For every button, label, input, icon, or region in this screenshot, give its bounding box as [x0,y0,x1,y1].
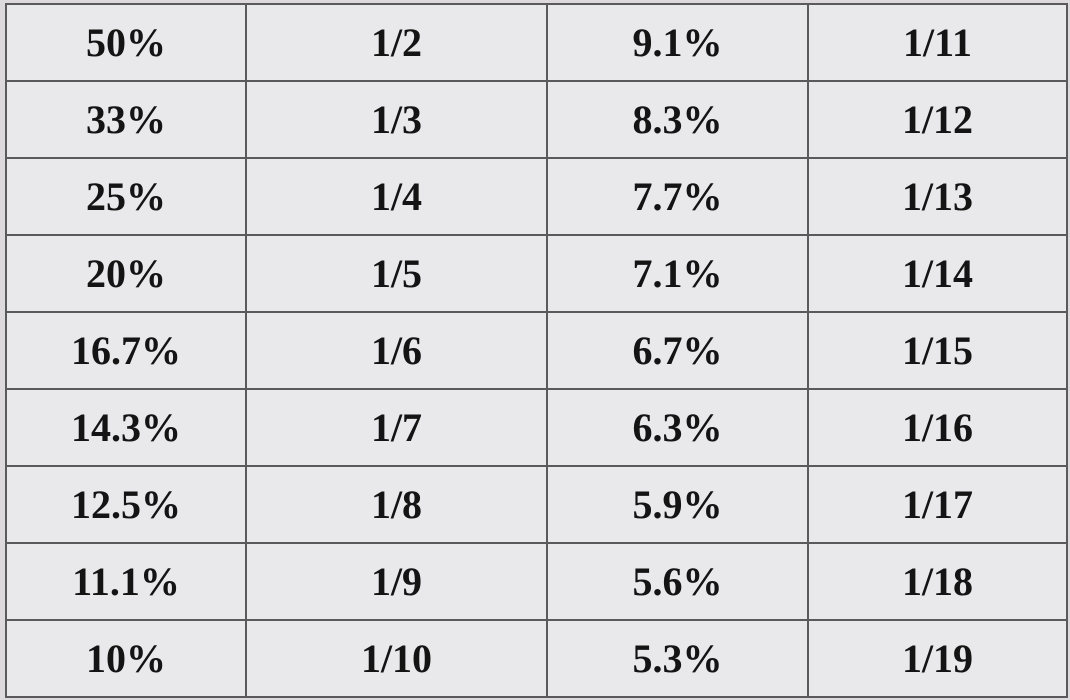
table-body: 50% 1/2 9.1% 1/11 33% 1/3 8.3% 1/12 25% … [5,3,1068,698]
fraction-cell: 1/12 [807,80,1068,159]
fraction-cell: 1/6 [245,311,548,390]
table-row: 14.3% 1/7 6.3% 1/16 [5,388,1068,467]
table-row: 25% 1/4 7.7% 1/13 [5,157,1068,236]
percent-cell: 12.5% [5,465,247,544]
fraction-cell: 1/19 [807,619,1068,698]
fraction-cell: 1/5 [245,234,548,313]
table-row: 20% 1/5 7.1% 1/14 [5,234,1068,313]
fraction-cell: 1/13 [807,157,1068,236]
table-row: 12.5% 1/8 5.9% 1/17 [5,465,1068,544]
percent-cell: 9.1% [546,3,809,82]
percent-cell: 6.3% [546,388,809,467]
fraction-cell: 1/8 [245,465,548,544]
fraction-cell: 1/10 [245,619,548,698]
fraction-cell: 1/11 [807,3,1068,82]
percent-cell: 50% [5,3,247,82]
fraction-cell: 1/9 [245,542,548,621]
fraction-cell: 1/2 [245,3,548,82]
percent-cell: 14.3% [5,388,247,467]
percent-cell: 11.1% [5,542,247,621]
percent-cell: 5.9% [546,465,809,544]
fraction-cell: 1/14 [807,234,1068,313]
fraction-cell: 1/15 [807,311,1068,390]
table-row: 10% 1/10 5.3% 1/19 [5,619,1068,698]
percent-fraction-table: 50% 1/2 9.1% 1/11 33% 1/3 8.3% 1/12 25% … [5,3,1068,698]
percent-cell: 7.1% [546,234,809,313]
fraction-cell: 1/7 [245,388,548,467]
table-row: 33% 1/3 8.3% 1/12 [5,80,1068,159]
table-row: 16.7% 1/6 6.7% 1/15 [5,311,1068,390]
percent-cell: 8.3% [546,80,809,159]
fraction-cell: 1/16 [807,388,1068,467]
fraction-cell: 1/18 [807,542,1068,621]
table-row: 11.1% 1/9 5.6% 1/18 [5,542,1068,621]
percent-cell: 5.3% [546,619,809,698]
percent-cell: 25% [5,157,247,236]
fraction-cell: 1/3 [245,80,548,159]
percent-cell: 10% [5,619,247,698]
percent-cell: 7.7% [546,157,809,236]
percent-cell: 5.6% [546,542,809,621]
percent-cell: 16.7% [5,311,247,390]
percent-cell: 6.7% [546,311,809,390]
percent-cell: 33% [5,80,247,159]
table-row: 50% 1/2 9.1% 1/11 [5,3,1068,82]
percent-cell: 20% [5,234,247,313]
fraction-cell: 1/17 [807,465,1068,544]
fraction-cell: 1/4 [245,157,548,236]
